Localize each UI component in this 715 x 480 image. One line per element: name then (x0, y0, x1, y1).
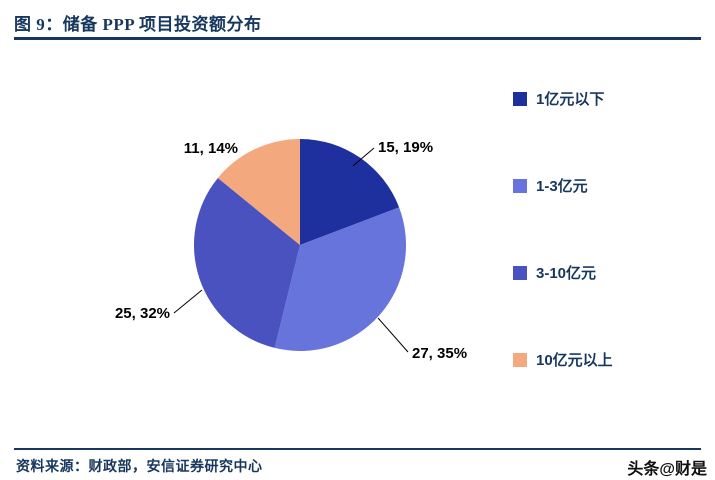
chart-legend: 1亿元以下 1-3亿元 3-10亿元 10亿元以上 (513, 88, 703, 370)
legend-swatch-icon (513, 352, 527, 367)
pie-chart-canvas: 15, 19% 27, 35% 25, 32% 11, 14% (115, 139, 467, 362)
watermark: 头条@财是 (627, 461, 707, 478)
pie-slice-1 (274, 207, 406, 352)
pie-label-leader-2 (173, 289, 203, 314)
legend-item-2: 3-10亿元 (513, 262, 703, 283)
legend-label: 3-10亿元 (536, 265, 597, 282)
pie-label-leader-1 (377, 317, 409, 353)
legend-item-1: 1-3亿元 (513, 175, 703, 196)
title-divider (14, 37, 701, 40)
legend-item-3: 10亿元以上 (513, 349, 703, 370)
legend-swatch-icon (513, 91, 527, 106)
pie-chart: 15, 19% 27, 35% 25, 32% 11, 14% (40, 70, 510, 415)
legend-swatch-icon (513, 265, 527, 280)
legend-label: 1亿元以下 (536, 91, 605, 108)
source-note: 资料来源：财政部，安信证券研究中心 (16, 460, 263, 475)
pie-data-label-1: 27, 35% (412, 345, 467, 362)
pie-slice-2 (193, 177, 300, 348)
legend-label: 1-3亿元 (536, 178, 588, 195)
legend-swatch-icon (513, 178, 527, 193)
legend-label: 10亿元以上 (536, 352, 613, 369)
pie-data-label-0: 15, 19% (378, 139, 433, 156)
footer-divider (14, 448, 701, 450)
pie-data-label-3: 11, 14% (184, 140, 238, 157)
pie-label-leader-0 (352, 147, 375, 167)
pie-data-label-2: 25, 32% (115, 305, 170, 322)
pie-slice-3 (217, 139, 300, 245)
legend-item-0: 1亿元以下 (513, 88, 703, 109)
figure-title: 图 9：储备 PPP 项目投资额分布 (14, 15, 262, 34)
pie-slice-0 (300, 139, 400, 245)
